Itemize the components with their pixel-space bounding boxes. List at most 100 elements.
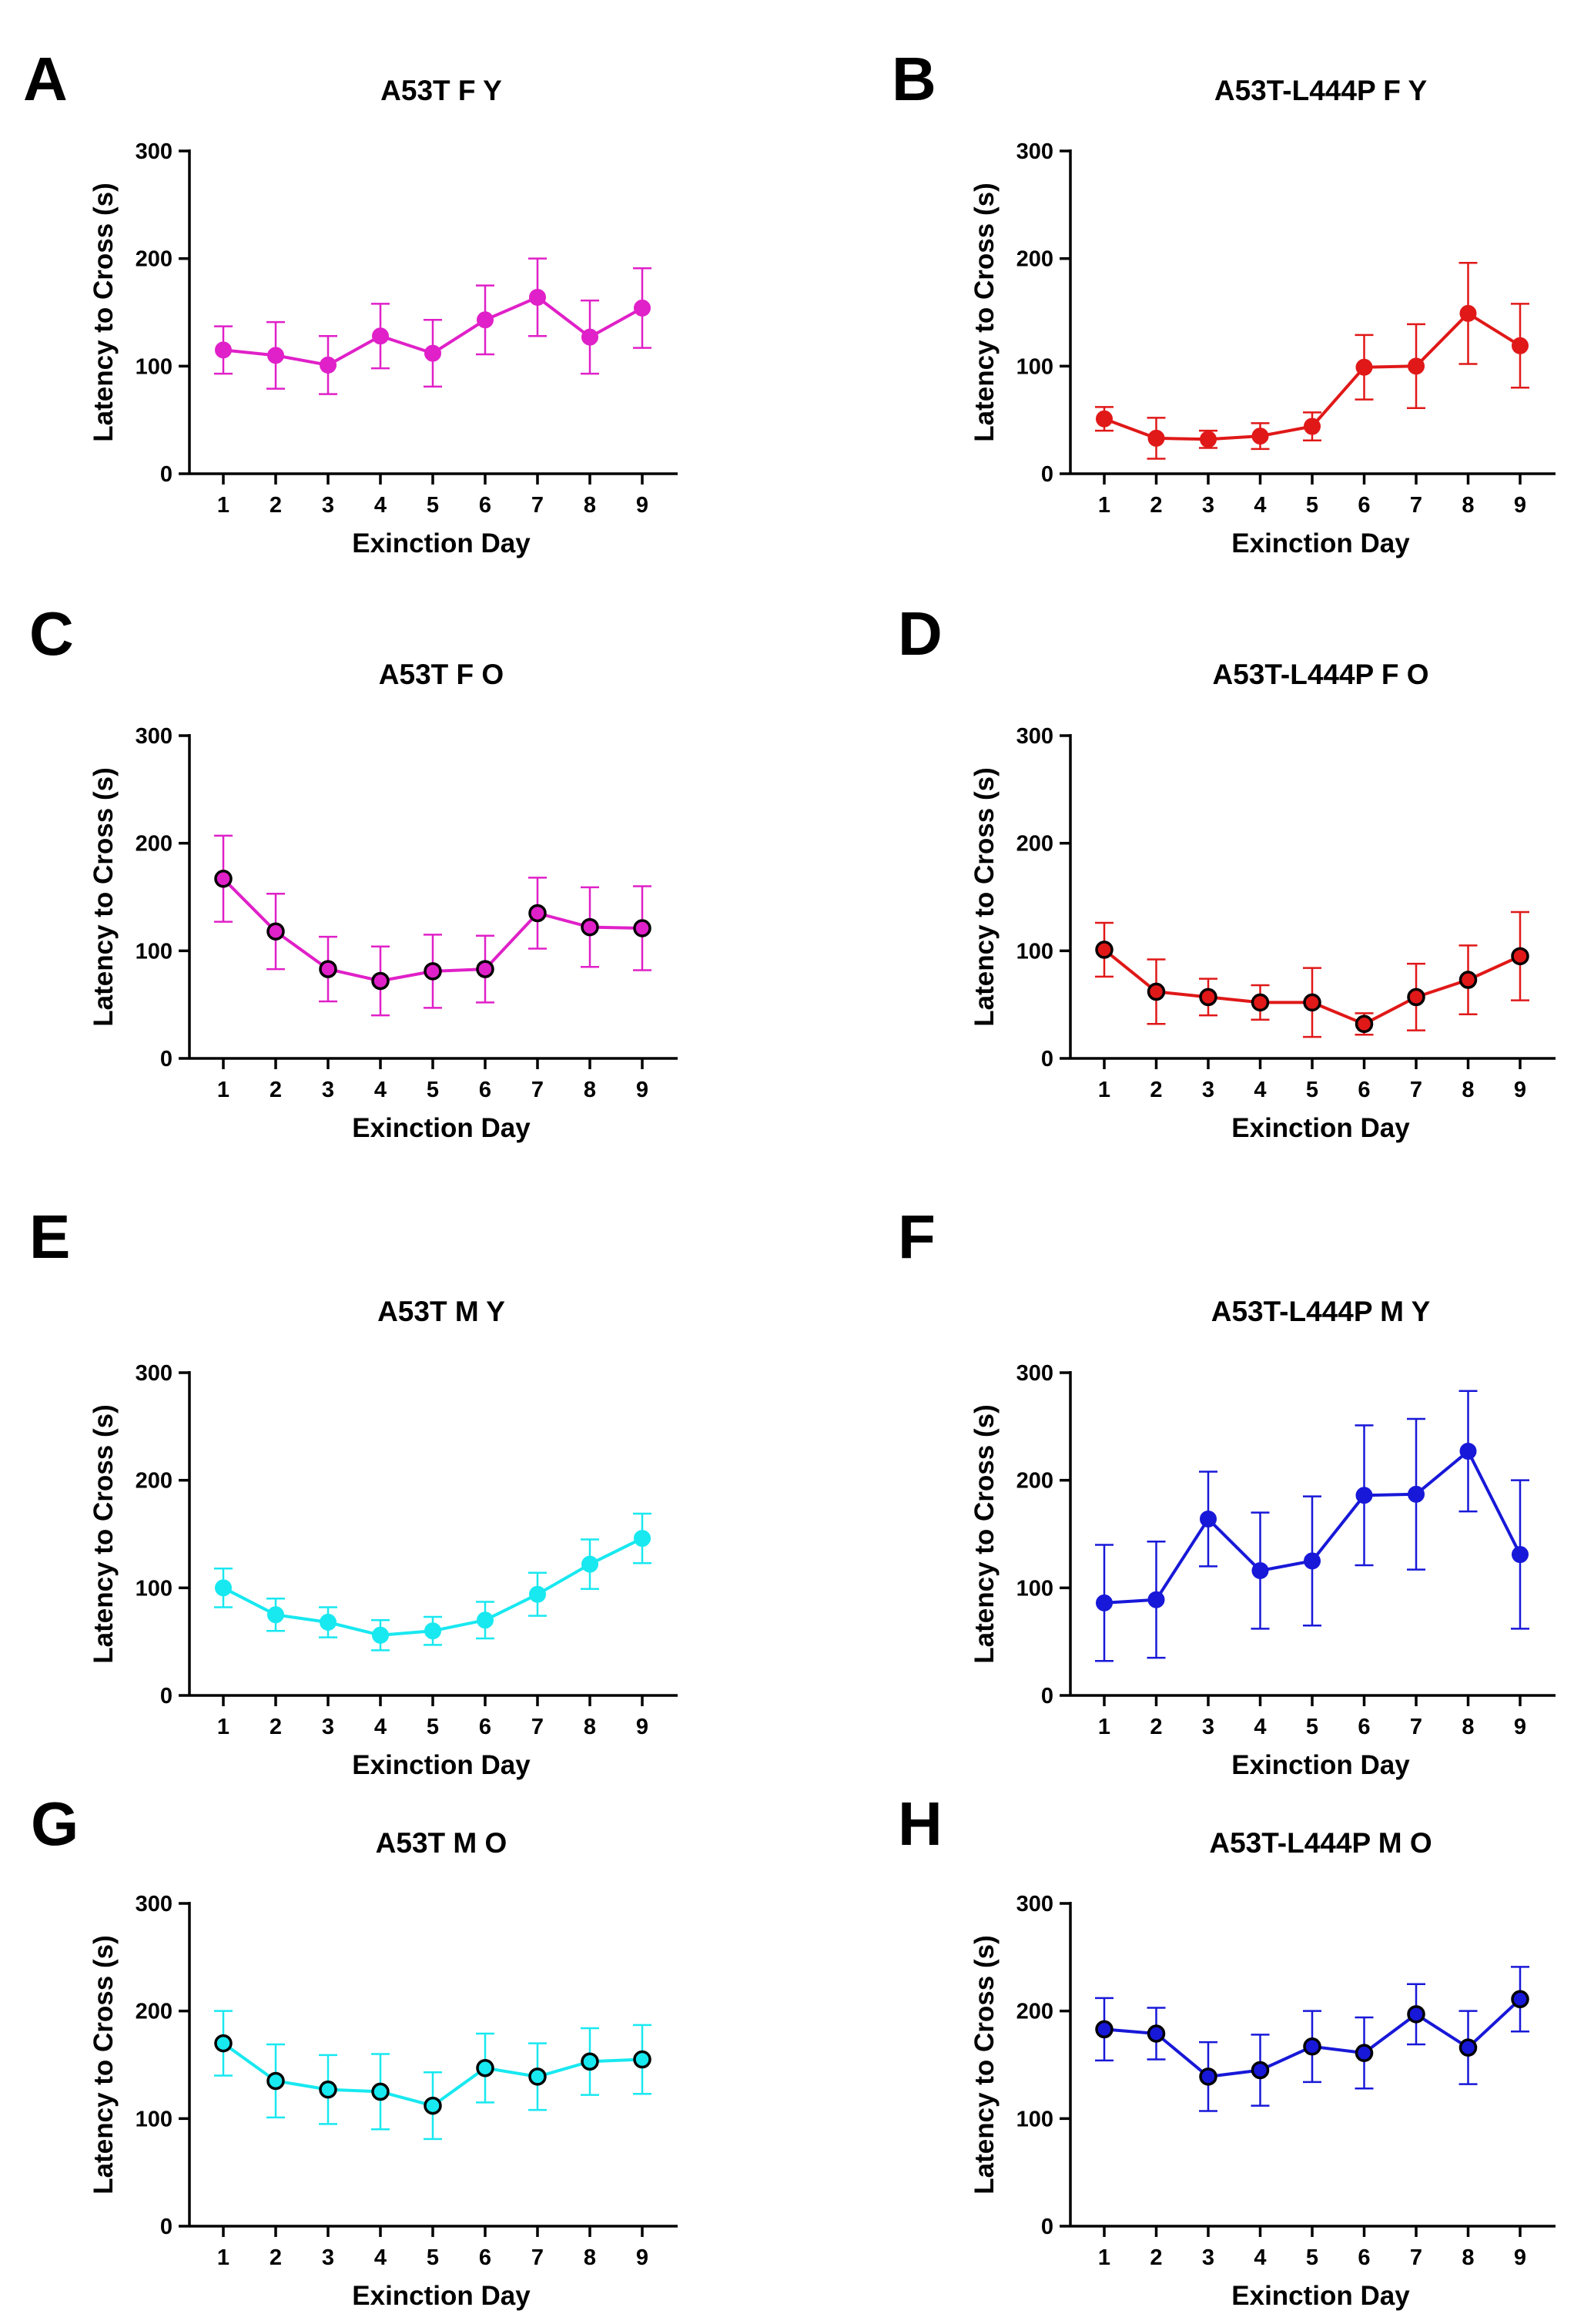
y-tick-label: 0 [160, 1684, 172, 1709]
data-point [424, 344, 441, 362]
y-tick-label: 0 [1041, 462, 1053, 487]
data-point [320, 356, 337, 374]
x-tick-label: 2 [270, 1078, 282, 1102]
y-tick-label: 200 [1016, 247, 1053, 272]
x-tick-label: 2 [1150, 2245, 1162, 2270]
data-point [1147, 1591, 1165, 1608]
y-tick-label: 100 [1016, 939, 1053, 964]
x-tick-label: 7 [531, 1715, 544, 1739]
x-tick-label: 5 [1306, 1715, 1318, 1739]
chart-panel-c: C A53T F O 0 100 200 300 1 2 3 4 5 6 7 8 9 Exinction Da… [29, 599, 678, 1143]
data-point [581, 1555, 598, 1573]
data-point [1096, 410, 1113, 428]
x-tick-label: 9 [636, 493, 648, 518]
x-tick-label: 2 [270, 493, 282, 518]
panel-letter: G [31, 1789, 79, 1858]
chart-panel-a: A A53T F Y 0 100 200 300 1 2 3 4 5 6 7 8 9 Exinction Da… [23, 45, 678, 558]
chart-title: A53T F O [379, 659, 504, 690]
data-point [1407, 2005, 1425, 2024]
data-point [1407, 988, 1425, 1007]
data-point [1355, 1487, 1373, 1504]
x-tick-label: 9 [1514, 493, 1526, 518]
x-tick-label: 9 [1514, 2245, 1526, 2270]
x-tick-label: 2 [1150, 1715, 1162, 1739]
x-tick-label: 1 [1098, 493, 1110, 518]
y-tick-label: 200 [136, 247, 172, 272]
panel-letter: D [898, 599, 943, 668]
data-point [1408, 357, 1425, 375]
x-tick-label: 6 [479, 1715, 491, 1739]
chart-panel-h: H A53T-L444P M O 0 100 200 300 1 2 3 4 5 6 7 8 9 Exinct… [898, 1789, 1556, 2311]
x-tick-label: 1 [217, 1715, 229, 1739]
x-tick-label: 9 [1514, 1078, 1526, 1102]
chart-title: A53T-L444P M O [1209, 1827, 1432, 1859]
x-tick-label: 4 [374, 493, 387, 518]
x-tick-label: 3 [322, 1078, 334, 1102]
y-tick-label: 300 [136, 724, 172, 749]
data-point [371, 2082, 390, 2101]
x-tick-label: 3 [1202, 493, 1214, 518]
x-tick-label: 4 [1254, 2245, 1266, 2270]
data-point [476, 2058, 494, 2078]
data-point [528, 2067, 547, 2086]
x-tick-label: 2 [270, 1715, 282, 1739]
x-tick-label: 3 [1202, 2245, 1214, 2270]
data-point [1511, 947, 1529, 966]
y-tick-label: 0 [1041, 1684, 1053, 1709]
data-point [581, 2052, 599, 2071]
data-point [1199, 988, 1217, 1007]
data-point [1511, 1990, 1529, 2009]
x-tick-label: 4 [374, 1715, 387, 1739]
panel-letter: A [23, 45, 68, 113]
y-axis-label: Latency to Cross (s) [970, 1404, 1000, 1663]
x-tick-label: 1 [1098, 1715, 1110, 1739]
y-tick-label: 0 [160, 2215, 172, 2239]
data-point [1199, 2067, 1217, 2086]
y-tick-label: 0 [160, 1047, 172, 1071]
data-point [424, 962, 442, 981]
data-point [371, 971, 390, 991]
y-tick-label: 200 [136, 2000, 172, 2024]
x-tick-label: 9 [1514, 1715, 1526, 1739]
data-point [214, 2034, 233, 2053]
x-tick-label: 2 [1150, 1078, 1162, 1102]
data-point [424, 2096, 442, 2115]
x-tick-label: 7 [1410, 493, 1422, 518]
data-point [372, 1626, 389, 1644]
y-tick-label: 100 [1016, 354, 1053, 379]
x-tick-label: 2 [1150, 493, 1162, 518]
y-tick-label: 300 [1016, 1892, 1053, 1917]
x-tick-label: 8 [1462, 1715, 1474, 1739]
chart-title: A53T F Y [380, 75, 502, 106]
x-tick-label: 4 [1254, 1078, 1266, 1102]
data-point [1355, 1014, 1374, 1034]
x-tick-label: 8 [584, 2245, 596, 2270]
data-point [633, 2050, 651, 2069]
y-axis-label: Latency to Cross (s) [89, 767, 119, 1026]
data-point [1512, 337, 1529, 354]
y-tick-label: 300 [136, 139, 172, 164]
x-axis-label: Exinction Day [352, 2281, 531, 2311]
data-point [581, 328, 598, 346]
data-point [1147, 2024, 1166, 2043]
x-tick-label: 4 [374, 1078, 387, 1102]
x-tick-label: 4 [1254, 1715, 1266, 1739]
data-point [1512, 1546, 1529, 1564]
panel-letter: C [29, 599, 74, 668]
x-tick-label: 4 [374, 2245, 387, 2270]
data-point [424, 1622, 441, 1640]
x-tick-label: 8 [584, 1715, 596, 1739]
y-axis-label: Latency to Cross (s) [89, 1935, 119, 2194]
x-axis-label: Exinction Day [1231, 2281, 1410, 2311]
x-tick-label: 2 [270, 2245, 282, 2270]
data-point [1147, 429, 1165, 447]
y-axis-label: Latency to Cross (s) [89, 1404, 119, 1663]
data-point [1251, 1561, 1269, 1579]
x-tick-label: 5 [427, 493, 439, 518]
x-tick-label: 7 [1410, 1078, 1422, 1102]
x-tick-label: 8 [1462, 2245, 1474, 2270]
data-point [1459, 1442, 1477, 1460]
x-tick-label: 8 [1462, 1078, 1474, 1102]
panel-letter: B [892, 45, 936, 113]
data-point [528, 904, 547, 923]
